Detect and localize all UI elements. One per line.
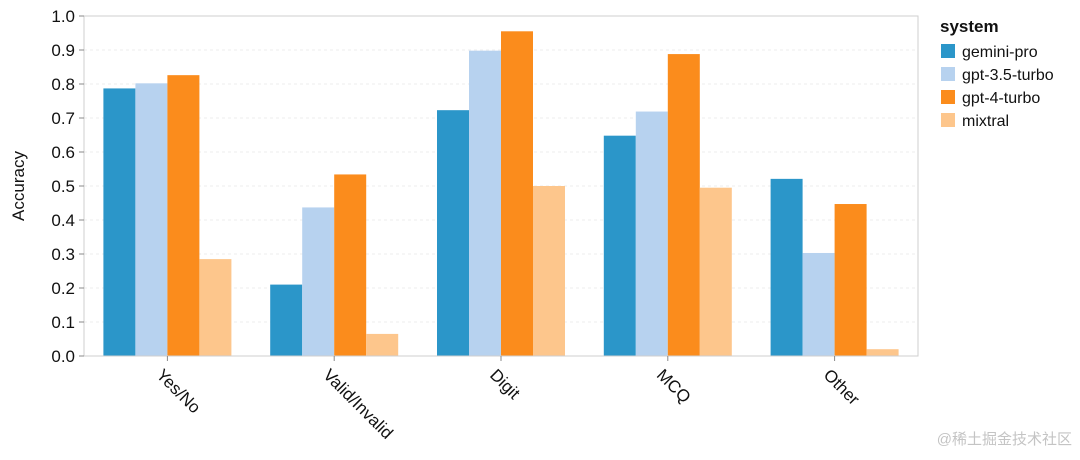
y-axis-title: Accuracy: [9, 151, 28, 221]
bar-gemini-pro-digit: [437, 110, 469, 357]
bar-mixtral-other: [866, 349, 899, 356]
legend-swatch: [941, 90, 955, 104]
legend-title: system: [940, 17, 999, 36]
bar-gpt-4-turbo-valid-invalid: [334, 174, 367, 356]
bar-gemini-pro-other: [770, 178, 803, 356]
y-tick-label: 1.0: [51, 7, 75, 26]
bar-gpt-4-turbo-other: [834, 204, 867, 356]
bar-gpt-3.5-turbo-digit: [469, 50, 501, 357]
x-tick-label: Yes/No: [153, 365, 205, 417]
x-tick-label: MCQ: [653, 365, 694, 406]
bars: [103, 31, 899, 357]
bar-mixtral-digit: [533, 186, 565, 356]
y-tick-label: 0.4: [51, 211, 75, 230]
bar-mixtral-yes-no: [199, 259, 232, 356]
y-tick-label: 0.9: [51, 41, 75, 60]
y-axis-ticks: 0.0 0.1 0.2 0.3 0.4 0.5 0.6 0.7 0.8 0.9 1.0: [51, 7, 84, 366]
legend: system gemini-pro gpt-3.5-turbo gpt-4-turb…: [940, 17, 1054, 130]
x-tick-label: Other: [820, 365, 864, 409]
bar-gemini-pro-valid-invalid: [270, 284, 303, 356]
bar-gemini-pro-mcq: [603, 135, 636, 356]
legend-label: gpt-3.5-turbo: [962, 67, 1054, 84]
x-axis-ticks: Yes/No Valid/Invalid Digit MCQ Other: [153, 356, 864, 443]
bar-gpt-4-turbo-mcq: [667, 54, 700, 357]
legend-swatch: [941, 113, 955, 127]
bar-gpt-3.5-turbo-yes-no: [135, 83, 168, 356]
y-tick-label: 0.7: [51, 109, 75, 128]
legend-swatch: [941, 67, 955, 81]
bar-gemini-pro-yes-no: [103, 88, 136, 357]
legend-swatch: [941, 44, 955, 58]
bar-gpt-3.5-turbo-mcq: [635, 111, 668, 356]
bar-gpt-4-turbo-digit: [501, 31, 533, 357]
x-tick-label: Valid/Invalid: [319, 365, 396, 442]
y-tick-label: 0.1: [51, 313, 75, 332]
y-tick-label: 0.2: [51, 279, 75, 298]
y-tick-label: 0.8: [51, 75, 75, 94]
y-tick-label: 0.3: [51, 245, 75, 264]
legend-label: gpt-4-turbo: [962, 90, 1040, 107]
bar-gpt-3.5-turbo-other: [802, 252, 835, 356]
y-tick-label: 0.6: [51, 143, 75, 162]
bar-gpt-4-turbo-yes-no: [167, 75, 200, 356]
y-tick-label: 0.5: [51, 177, 75, 196]
watermark: @稀土掘金技术社区: [936, 431, 1072, 448]
bar-mixtral-mcq: [699, 187, 732, 356]
x-tick-label: Digit: [486, 365, 524, 403]
bar-mixtral-valid-invalid: [366, 333, 399, 356]
legend-label: gemini-pro: [962, 44, 1038, 61]
bar-gpt-3.5-turbo-valid-invalid: [302, 207, 335, 356]
legend-label: mixtral: [962, 113, 1009, 130]
y-tick-label: 0.0: [51, 347, 75, 366]
